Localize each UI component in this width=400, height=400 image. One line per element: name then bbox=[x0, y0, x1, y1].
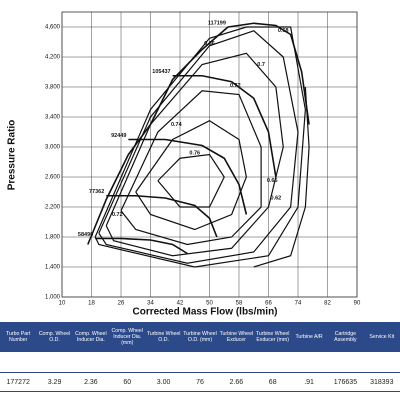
y-tick-label: 3,000 bbox=[45, 145, 61, 151]
header-cell: Comp. Wheel Inducer Dia. bbox=[75, 331, 107, 343]
table-cell: 76 bbox=[196, 378, 204, 386]
y-tick-label: 1,000 bbox=[45, 295, 61, 301]
efficiency-label: 0.72 bbox=[230, 83, 241, 89]
x-tick-label: 58 bbox=[236, 301, 243, 307]
table-cell: 3.00 bbox=[156, 378, 171, 386]
table-rows: 177272 3.29 2.36 60 3.00 76 2.66 68 .91 176635 318… bbox=[0, 373, 400, 392]
efficiency-island bbox=[98, 30, 299, 264]
table-cell: 60 bbox=[123, 378, 132, 386]
efficiency-label: 0.7 bbox=[257, 62, 265, 68]
header-row: Turbo Part Number Comp. Wheel O.D. Comp. W… bbox=[0, 322, 400, 352]
speed-label: 92449 bbox=[111, 133, 126, 139]
header-cell: Comp. Wheel Inducer Dia. (mm) bbox=[111, 328, 143, 346]
header-cell: Turbine Wheel O.D. bbox=[146, 331, 181, 343]
table-header: Turbo Part Number Comp. Wheel O.D. Comp. W… bbox=[0, 322, 400, 352]
header-cell: Cartridge Assembly bbox=[334, 331, 357, 343]
efficiency-label: 0.74 bbox=[171, 122, 183, 128]
y-tick-label: 2,600 bbox=[45, 175, 61, 181]
table-cell: .91 bbox=[304, 378, 314, 386]
y-tick-label: 4,600 bbox=[45, 25, 61, 31]
y-axis-label: Pressure Ratio bbox=[7, 120, 18, 191]
x-tick-label: 66 bbox=[265, 301, 272, 307]
speed-label: 117199 bbox=[208, 20, 226, 26]
x-tick-label: 18 bbox=[88, 301, 95, 307]
speed-line bbox=[106, 194, 218, 238]
y-tick-label: 3,800 bbox=[45, 85, 61, 91]
x-tick-label: 34 bbox=[147, 301, 154, 307]
efficiency-label: 0.72 bbox=[112, 212, 123, 218]
x-tick-label: 26 bbox=[118, 301, 125, 307]
efficiency-label: 0.68 bbox=[278, 28, 289, 34]
table-row: 177272 3.29 2.36 60 3.00 76 2.66 68 .91 176635 318… bbox=[0, 373, 400, 392]
header-cell: Turbo Part Number bbox=[6, 331, 31, 343]
table-cell: 68 bbox=[268, 378, 277, 386]
x-axis-label: Corrected Mass Flow (lbs/min) bbox=[132, 307, 277, 318]
efficiency-label: 0.66 bbox=[267, 178, 278, 184]
speed-line bbox=[128, 138, 248, 215]
x-tick-label: 50 bbox=[206, 301, 213, 307]
y-tick-label: 1,400 bbox=[45, 265, 61, 271]
chart: Corrected Mass Flow (lbs/min) Pressure R… bbox=[7, 11, 361, 318]
efficiency-island bbox=[105, 52, 284, 257]
header-cell: Service Kit bbox=[369, 334, 395, 340]
efficiency-label: 0.76 bbox=[189, 150, 200, 156]
table-cell: 176635 bbox=[333, 378, 358, 386]
x-tick-label: 82 bbox=[324, 301, 331, 307]
y-tick-label: 1,800 bbox=[45, 235, 61, 241]
header-cell: Turbine Wheel Exducer bbox=[219, 331, 254, 343]
surge-line bbox=[87, 26, 229, 245]
table-cell: 177272 bbox=[6, 378, 30, 386]
efficiency-island bbox=[157, 153, 225, 208]
table-cell: 2.36 bbox=[84, 378, 98, 386]
y-tick-label: 2,200 bbox=[45, 205, 61, 211]
x-tick-label: 42 bbox=[177, 301, 184, 307]
efficiency-island bbox=[120, 90, 262, 246]
table-cell: 3.29 bbox=[47, 378, 62, 386]
efficiency-island bbox=[253, 86, 310, 268]
efficiency-island bbox=[135, 120, 247, 231]
x-tick-label: 10 bbox=[59, 301, 66, 307]
table-cell: 318393 bbox=[370, 378, 394, 386]
x-tick-label: 90 bbox=[354, 301, 361, 307]
efficiency-label: 0.62 bbox=[271, 195, 282, 201]
table-cell: 2.66 bbox=[229, 378, 244, 386]
speed-line bbox=[95, 237, 188, 255]
speed-label: 105437 bbox=[152, 69, 170, 75]
y-tick-label: 4,200 bbox=[45, 55, 61, 61]
speed-line bbox=[227, 22, 310, 125]
table-body: 177272 3.29 2.36 60 3.00 76 2.66 68 .91 176635 318… bbox=[0, 372, 400, 392]
header-cell: Comp. Wheel O.D. bbox=[38, 331, 71, 343]
x-tick-label: 74 bbox=[295, 301, 302, 307]
efficiency-label: 0.66 bbox=[204, 41, 215, 47]
header-cell: Turbine Wheel O.D. (mm) bbox=[183, 331, 217, 343]
y-tick-label: 3,400 bbox=[45, 115, 61, 121]
speed-label: 58496 bbox=[78, 232, 93, 238]
header-cell: Turbine A/R bbox=[295, 334, 323, 340]
speed-label: 77362 bbox=[89, 189, 104, 195]
speed-line bbox=[172, 74, 277, 178]
header-cell: Turbine Wheel Exducer (mm) bbox=[255, 331, 290, 343]
